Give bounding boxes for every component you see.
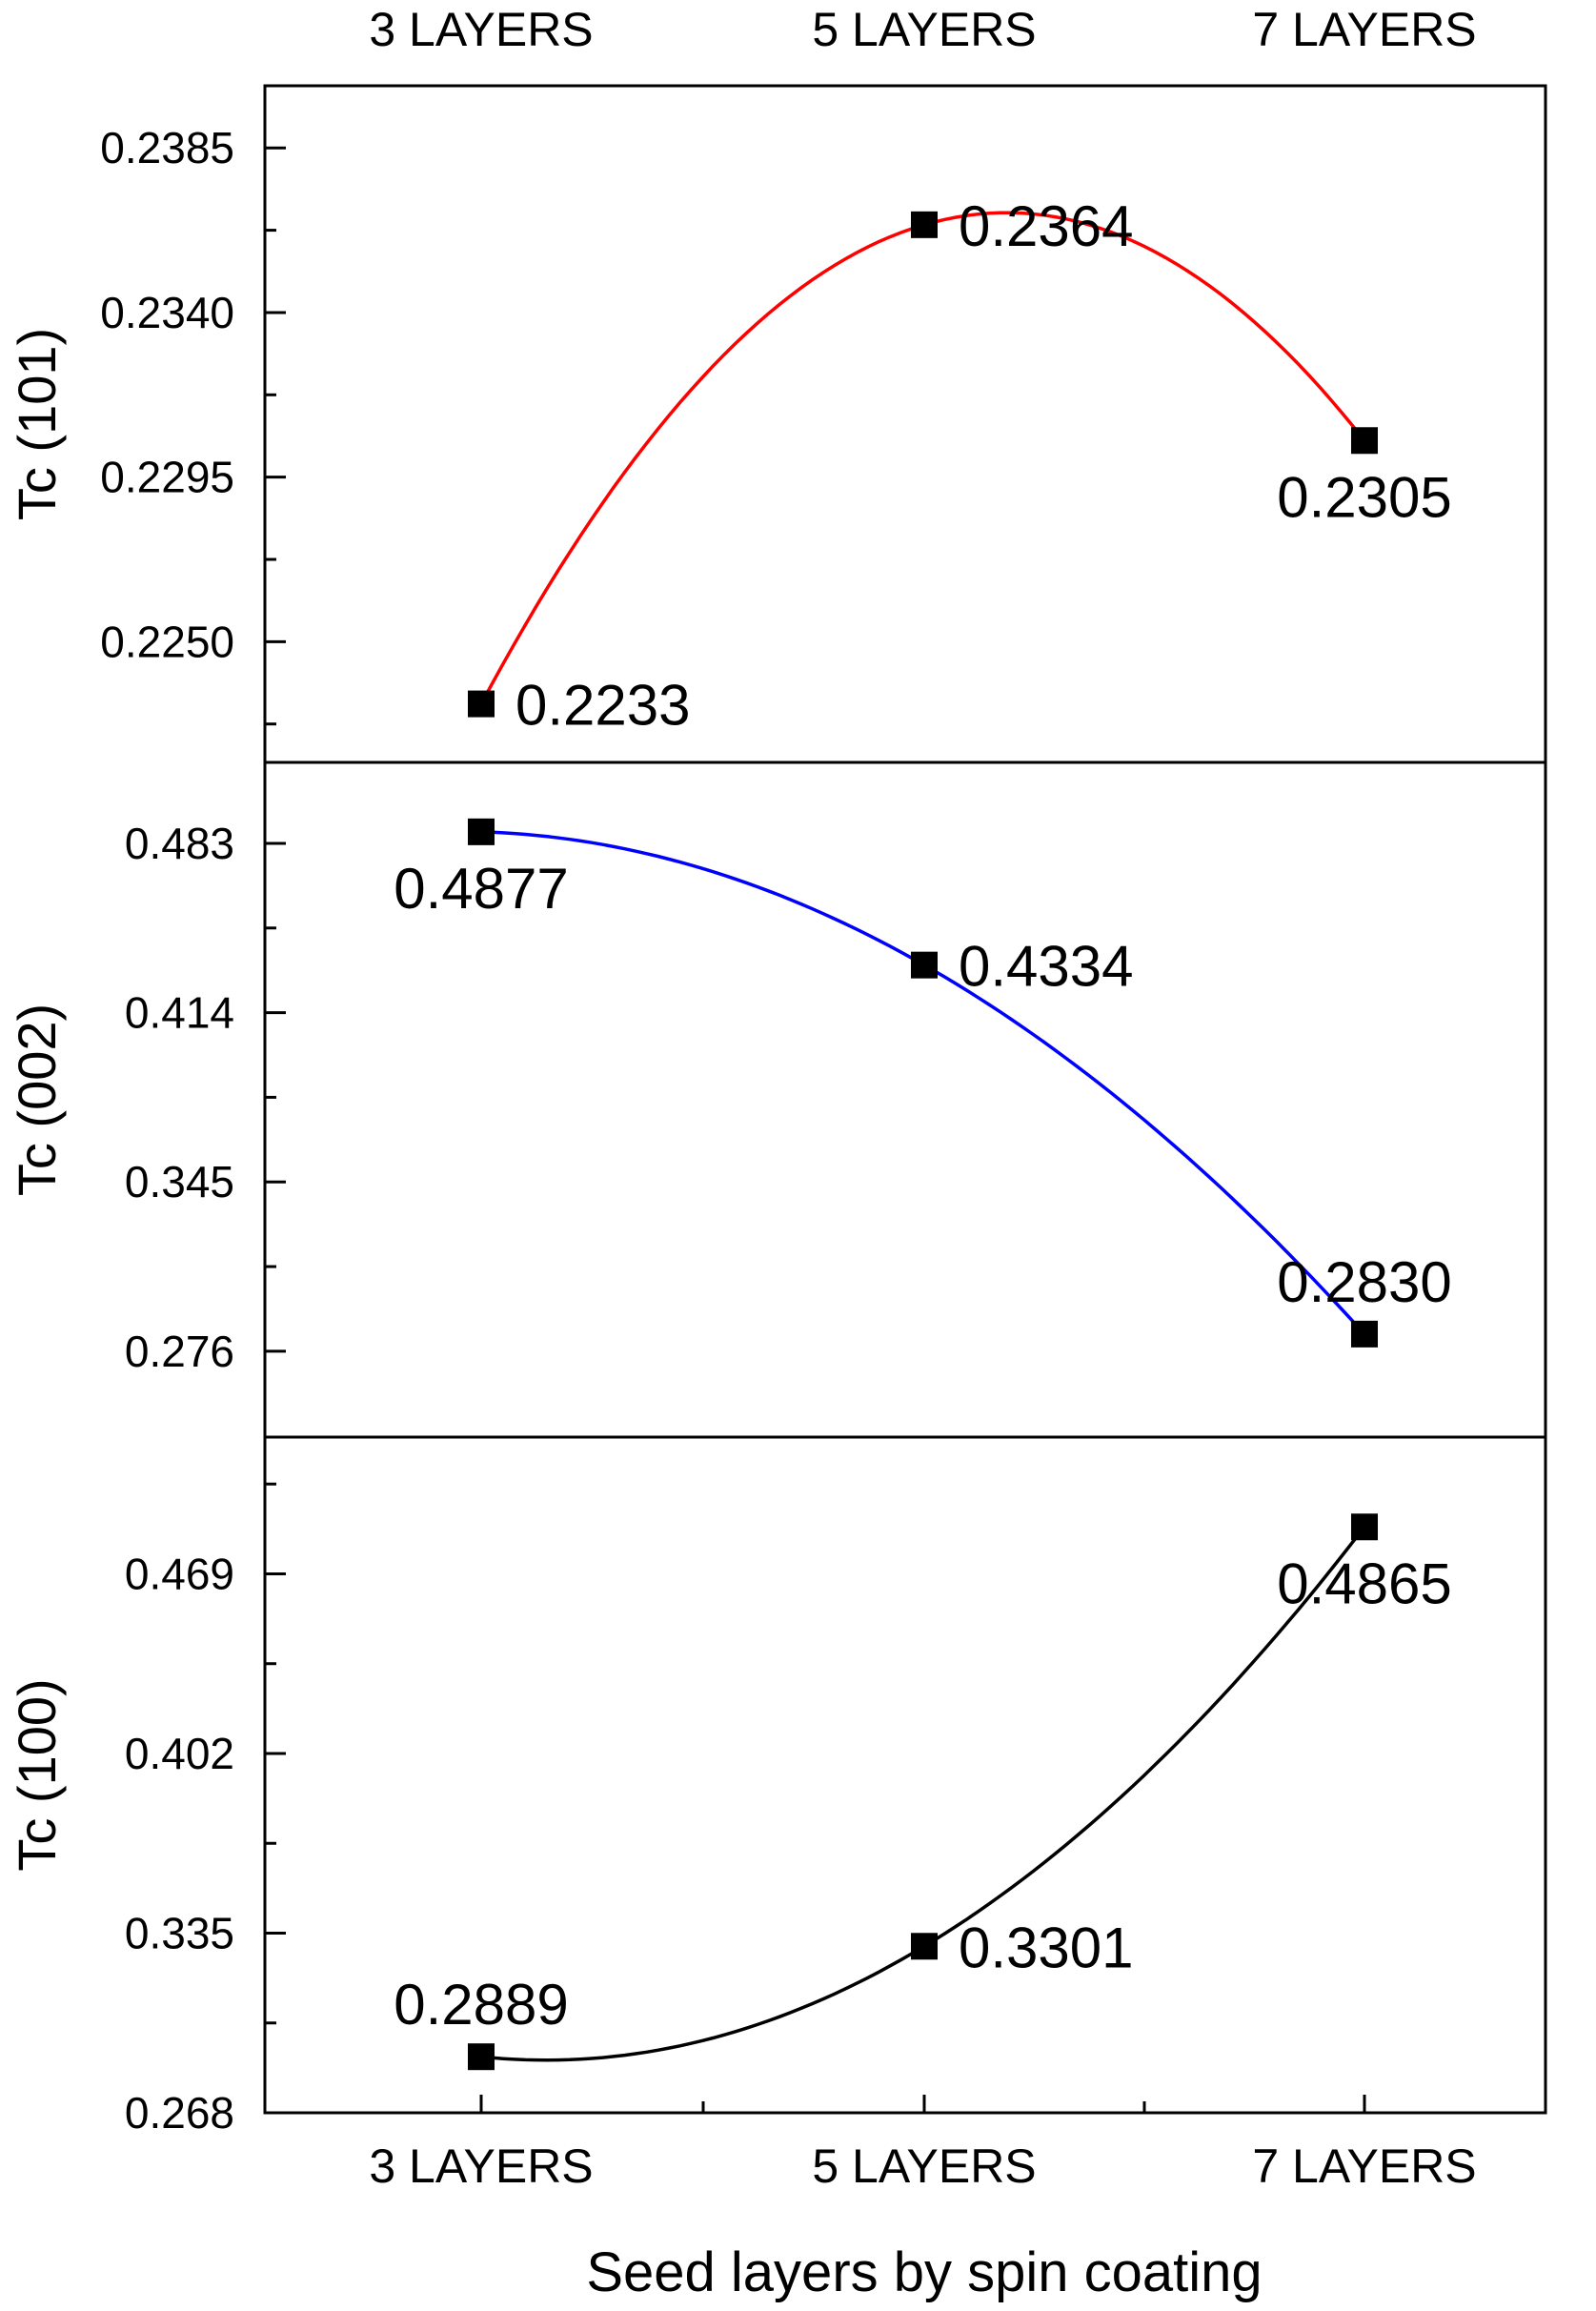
data-value-label: 0.3301: [959, 1916, 1134, 1979]
y-axis-label: Tc (100): [7, 1678, 67, 1871]
data-value-label: 0.2830: [1277, 1250, 1452, 1314]
y-tick-label: 0.414: [125, 988, 234, 1038]
chart-panels: 3 LAYERS 3 LAYERS 5 LAYERS 5 LAYERS 7 LAYERS…: [7, 3, 1547, 2193]
y-axis-label: Tc (101): [7, 328, 67, 520]
y-tick-label: 0.2385: [100, 123, 234, 172]
y-tick-label: 0.469: [125, 1549, 234, 1598]
data-point-marker: [1351, 1513, 1378, 1541]
data-point-marker: [911, 211, 938, 238]
y-tick-label: 0.402: [125, 1729, 234, 1778]
x-axis-label: Seed layers by spin coating: [586, 2241, 1262, 2303]
y-tick-label: 0.483: [125, 819, 234, 868]
y-tick-label: 0.276: [125, 1327, 234, 1376]
data-point-marker: [468, 818, 495, 845]
y-tick-label: 0.268: [125, 2088, 234, 2138]
data-value-label: 0.2364: [959, 194, 1134, 258]
data-point-marker: [468, 2043, 495, 2071]
y-tick-label: 0.2340: [100, 288, 234, 337]
data-value-label: 0.2889: [394, 1973, 569, 2037]
fit-curve: [479, 211, 1366, 705]
data-value-label: 0.4865: [1277, 1551, 1452, 1615]
panel-2: 0.276 0.345 0.414 0.483 Tc (002) 0.4877 0.4334…: [7, 818, 1452, 1376]
y-tick-label: 0.335: [125, 1908, 234, 1957]
data-value-label: 0.4334: [959, 935, 1134, 999]
data-point-marker: [1351, 1320, 1378, 1348]
data-value-label: 0.4877: [394, 857, 569, 921]
x-top-tick-label: 3 LAYERS: [369, 3, 593, 56]
panel-1: 0.2250 0.2295 0.2340 0.2385 Tc (101) 0.2233 0.…: [7, 123, 1452, 737]
panel-3: 0.268 0.335 0.402 0.469 Tc (100) 0.2889 0.3301…: [7, 1482, 1452, 2138]
y-tick-label: 0.2250: [100, 617, 234, 666]
y-tick-label: 0.345: [125, 1157, 234, 1206]
data-point-marker: [911, 1933, 938, 1960]
x-top-tick-label: 7 LAYERS: [1252, 3, 1476, 56]
x-top-tick-label: 5 LAYERS: [812, 3, 1036, 56]
x-bottom-tick-label: 5 LAYERS: [812, 2139, 1036, 2193]
fit-curve: [480, 1526, 1366, 2062]
fit-curve: [480, 830, 1366, 1336]
data-point-marker: [468, 690, 495, 718]
y-tick-label: 0.2295: [100, 453, 234, 502]
data-point-marker: [911, 951, 938, 979]
y-axis-label: Tc (002): [7, 1003, 67, 1196]
x-bottom-tick-label: 7 LAYERS: [1252, 2139, 1476, 2193]
x-bottom-tick-label: 3 LAYERS: [369, 2139, 593, 2193]
data-point-marker: [1351, 427, 1378, 455]
data-value-label: 0.2305: [1277, 465, 1452, 529]
plot-frame: [263, 84, 1547, 2115]
data-value-label: 0.2233: [515, 674, 691, 738]
